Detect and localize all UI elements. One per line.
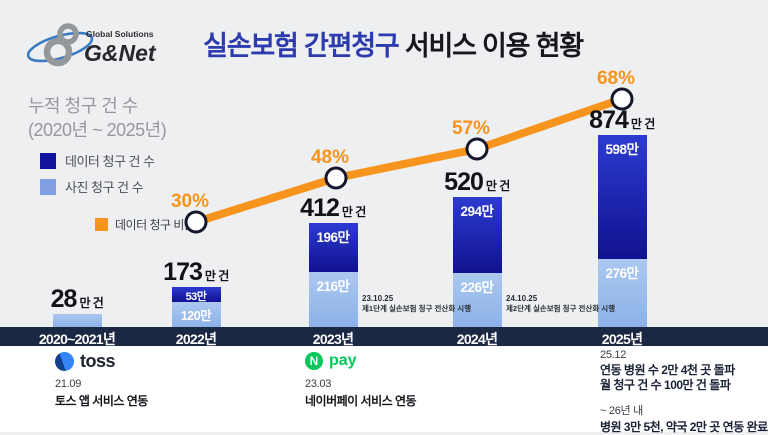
x-axis-labels-layer: 2020~2021년 2022년 2023년 2024년 2025년 <box>38 331 643 347</box>
footer-npay-block: N pay 23.03 네이버페이 서비스 연동 <box>305 350 417 409</box>
bar-total-unit: 만 건 <box>79 296 104 310</box>
page-title-rest: 서비스 이용 현황 <box>398 31 584 61</box>
npay-wordmark: pay <box>329 352 357 369</box>
toss-icon <box>55 351 74 371</box>
bar-segment-photo: 276만 <box>597 259 647 327</box>
annotation-text: 제2단계 실손보험 청구 전산화 시행 <box>506 304 616 313</box>
bar-segment-photo: 120만 <box>171 302 221 327</box>
npay-desc: 네이버페이 서비스 연동 <box>305 394 417 408</box>
milestone-date-2: ~ 26년 내 <box>600 405 643 417</box>
x-axis-band <box>0 327 768 346</box>
bar-2020~2021년 <box>52 314 102 327</box>
bar-total-unit: 만 건 <box>630 117 655 131</box>
bar-segment-data: 53만 <box>171 287 221 302</box>
gnet-logo: Global Solutions G&Net <box>24 18 174 72</box>
footer-background <box>0 346 768 432</box>
chart-title-line1: 누적 청구 건 수 <box>28 96 138 116</box>
bar-total-label: 28 만 건 <box>7 285 147 314</box>
milestone-line-2: 월 청구 건 수 100만 건 돌파 <box>600 378 731 392</box>
toss-desc: 토스 앱 서비스 연동 <box>55 394 148 408</box>
x-axis-label: 2022년 <box>175 331 217 347</box>
annotation-date: 24.10.25 <box>506 294 538 303</box>
x-axis-label: 2020~2021년 <box>38 331 116 347</box>
toss-date: 21.09 <box>55 378 82 390</box>
milestone-line-3: 병원 3만 5천, 약국 2만 곳 연동 완료 <box>600 420 768 434</box>
chart-title: 누적 청구 건 수 (2020년 ~ 2025년) <box>28 94 167 142</box>
legend-swatch-ratio-icon <box>95 218 108 231</box>
gnet-logo-graphic: Global Solutions G&Net <box>26 23 157 67</box>
logo-orbit-icon <box>26 31 94 63</box>
logo-eight-bottom-icon <box>43 37 73 67</box>
logo-tagline: Global Solutions <box>86 29 154 39</box>
annotations-layer: 23.10.25 제1단계 실손보험 청구 전산화 시행 24.10.25 제2단계 … <box>362 294 615 314</box>
annotation-text: 제1단계 실손보험 청구 전산화 시행 <box>362 304 472 313</box>
bar-total-number: 28 <box>50 285 78 313</box>
npay-date: 23.03 <box>305 378 332 390</box>
legend-swatch-photo-icon <box>40 178 56 195</box>
chart-legend: 데이터 청구 건 수 사진 청구 건 수 <box>40 151 155 203</box>
x-axis-label: 2024년 <box>456 331 498 347</box>
chart-title-line2: (2020년 ~ 2025년) <box>28 120 167 140</box>
toss-logo: toss <box>55 350 148 372</box>
chart-annotation: 23.10.25 제1단계 실손보험 청구 전산화 시행 <box>362 294 471 314</box>
footer-milestones-block: 25.12 연동 병원 수 2만 4천 곳 돌파 월 청구 건 수 100만 건… <box>600 349 768 435</box>
bar-segment-photo: 226만 <box>452 273 502 327</box>
bar-total-unit: 만 건 <box>204 269 229 283</box>
legend-item-photo-claims: 사진 청구 건 수 <box>40 177 155 196</box>
npay-logo: N pay <box>305 350 416 372</box>
legend-item-ratio: 데이터 청구 비율 <box>95 216 195 233</box>
legend-label-ratio: 데이터 청구 비율 <box>115 218 195 232</box>
milestone-date-1: 25.12 <box>600 349 627 361</box>
legend-swatch-data-icon <box>40 152 56 169</box>
page-title-highlight: 실손보험 간편청구 <box>203 31 400 61</box>
toss-wordmark: toss <box>80 350 116 371</box>
chart-annotation: 24.10.25 제2단계 실손보험 청구 전산화 시행 <box>506 294 615 314</box>
bar-2022년: 53만 120만 <box>171 287 221 327</box>
bar-segment-photo <box>52 314 102 327</box>
milestone-line-1: 연동 병원 수 2만 4천 곳 돌파 <box>600 363 735 377</box>
bar-2023년: 196만 216만 <box>308 223 358 327</box>
naver-n-icon: N <box>305 352 323 370</box>
legend-label-photo: 사진 청구 건 수 <box>65 180 144 195</box>
bar-segment-photo: 216만 <box>308 272 358 327</box>
footer-toss-block: toss 21.09 토스 앱 서비스 연동 <box>55 350 148 409</box>
x-axis-label: 2025년 <box>601 331 643 347</box>
legend-label-data: 데이터 청구 건 수 <box>65 154 155 169</box>
legend-item-data-claims: 데이터 청구 건 수 <box>40 151 155 170</box>
annotation-date: 23.10.25 <box>362 294 394 303</box>
page-title: 실손보험 간편청구 서비스 이용 현황 <box>0 24 768 63</box>
bar-segment-data: 196만 <box>308 223 358 272</box>
x-axis-label: 2023년 <box>312 331 354 347</box>
bar-total-number: 173 <box>163 258 203 286</box>
milestone-gap <box>600 393 768 402</box>
bar-total-label: 173 만 건 <box>126 258 266 287</box>
logo-name: G&Net <box>84 40 157 66</box>
